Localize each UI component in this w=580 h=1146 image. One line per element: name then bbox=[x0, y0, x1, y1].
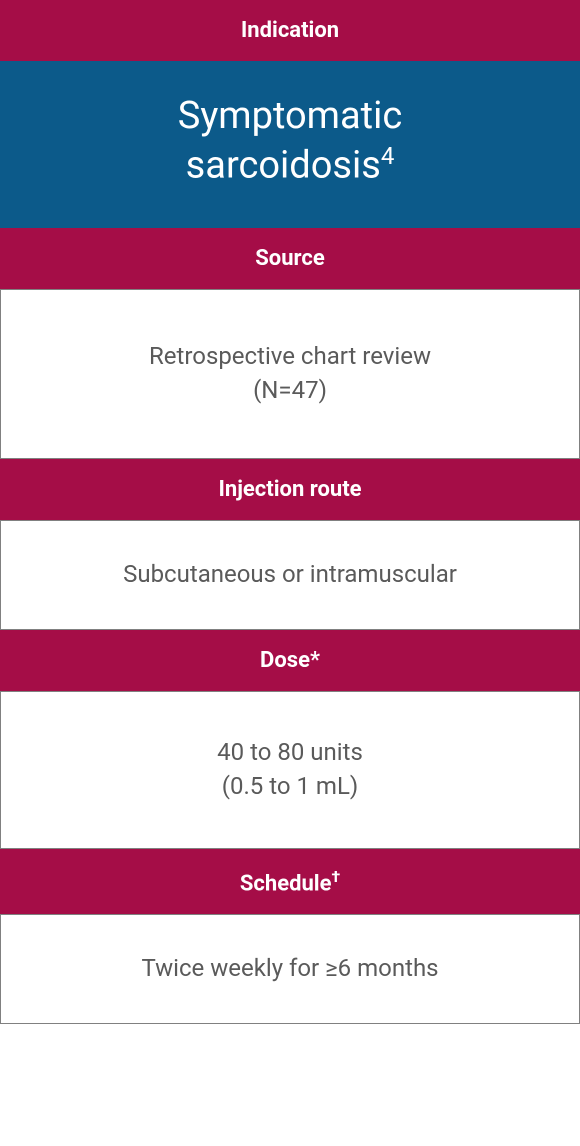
source-line1: Retrospective chart review bbox=[149, 340, 431, 374]
schedule-content: Twice weekly for ≥6 months bbox=[0, 914, 580, 1024]
dose-content: 40 to 80 units (0.5 to 1 mL) bbox=[0, 691, 580, 849]
injection-route-line1: Subcutaneous or intramuscular bbox=[123, 558, 457, 592]
info-card: Indication Symptomatic sarcoidosis4 Sour… bbox=[0, 0, 580, 1024]
injection-route-content: Subcutaneous or intramuscular bbox=[0, 520, 580, 630]
dose-header: Dose* bbox=[0, 630, 580, 691]
injection-route-header: Injection route bbox=[0, 459, 580, 520]
indication-title-block: Symptomatic sarcoidosis4 bbox=[0, 61, 580, 228]
indication-header: Indication bbox=[0, 0, 580, 61]
schedule-header: Schedule† bbox=[0, 849, 580, 914]
source-line2: (N=47) bbox=[253, 374, 327, 408]
indication-title: Symptomatic sarcoidosis4 bbox=[178, 93, 403, 190]
schedule-line1: Twice weekly for ≥6 months bbox=[141, 952, 438, 986]
schedule-dagger: † bbox=[332, 867, 341, 886]
source-content: Retrospective chart review (N=47) bbox=[0, 289, 580, 459]
dose-line2: (0.5 to 1 mL) bbox=[222, 770, 359, 804]
dose-line1: 40 to 80 units bbox=[217, 736, 363, 770]
schedule-header-text: Schedule bbox=[240, 871, 332, 896]
title-superscript: 4 bbox=[381, 142, 395, 170]
source-header: Source bbox=[0, 228, 580, 289]
title-line1: Symptomatic bbox=[178, 94, 403, 138]
title-line2: sarcoidosis bbox=[186, 143, 381, 187]
